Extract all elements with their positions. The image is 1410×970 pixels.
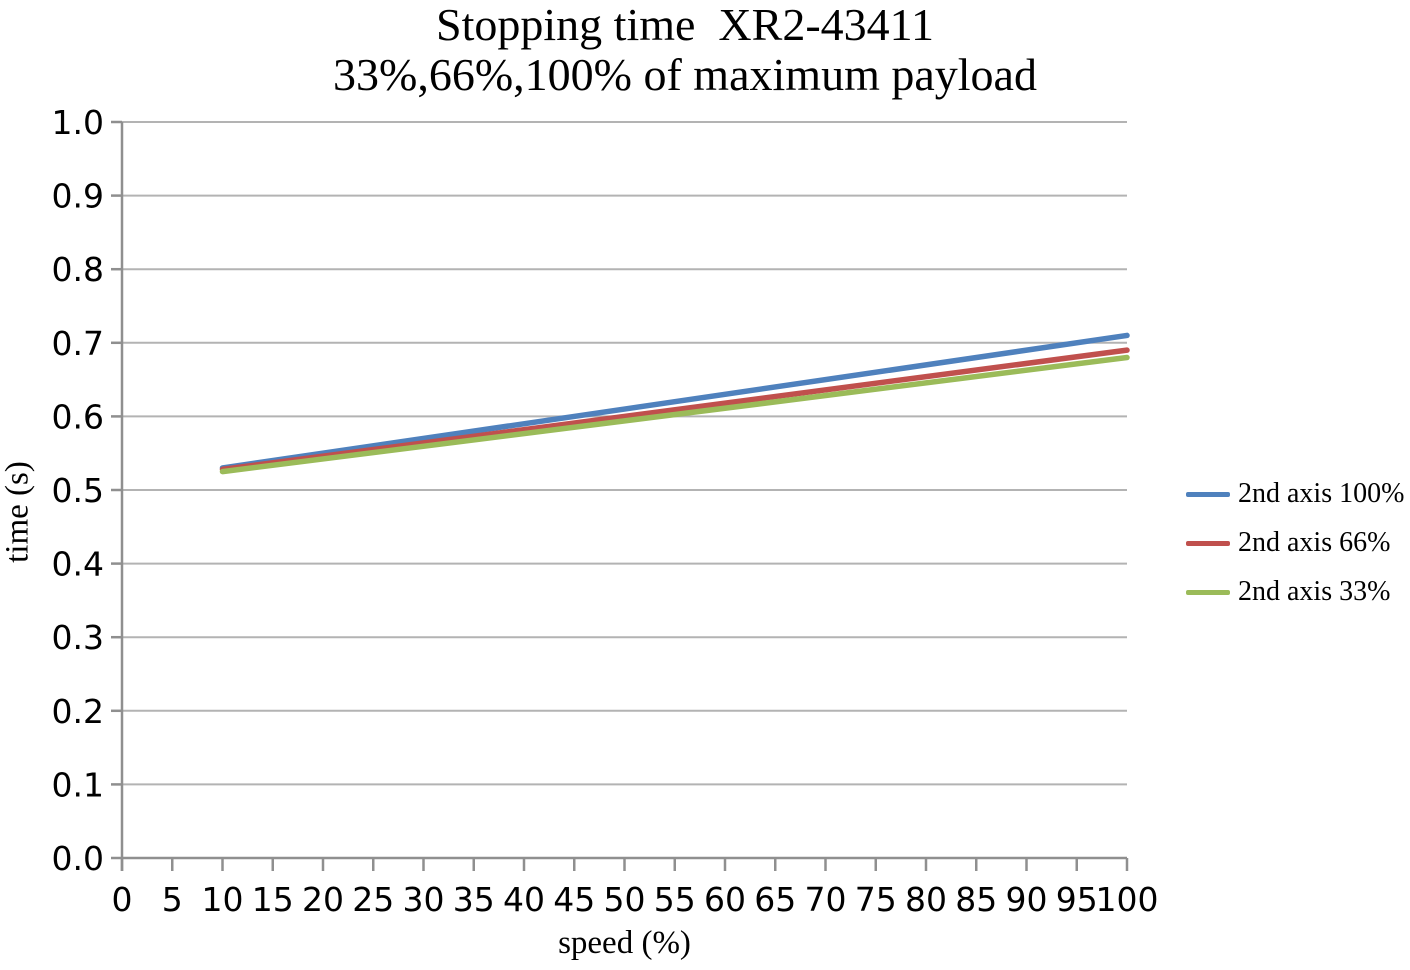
legend-swatch-100-icon <box>1186 491 1230 497</box>
svg-text:35: 35 <box>453 880 495 919</box>
legend-item-33: 2nd axis 33% <box>1186 576 1404 608</box>
svg-text:0.3: 0.3 <box>52 618 104 657</box>
svg-text:10: 10 <box>202 880 244 919</box>
svg-text:20: 20 <box>302 880 344 919</box>
svg-text:75: 75 <box>855 880 897 919</box>
svg-text:0.0: 0.0 <box>52 839 104 878</box>
legend-swatch-33-icon <box>1186 589 1230 595</box>
chart-subtitle: 33%,66%,100% of maximum payload <box>333 49 1037 100</box>
chart-title: Stopping time XR2-43411 <box>436 0 934 50</box>
svg-text:15: 15 <box>252 880 294 919</box>
svg-text:0.9: 0.9 <box>52 177 104 216</box>
legend-item-66: 2nd axis 66% <box>1186 527 1404 559</box>
legend-label-33: 2nd axis 33% <box>1238 576 1391 607</box>
svg-text:30: 30 <box>403 880 445 919</box>
svg-text:95: 95 <box>1056 880 1098 919</box>
svg-text:85: 85 <box>955 880 997 919</box>
svg-text:0.5: 0.5 <box>52 471 104 510</box>
svg-text:0.4: 0.4 <box>52 545 104 584</box>
y-axis-title: time (s) <box>0 461 36 563</box>
legend-label-100: 2nd axis 100% <box>1238 478 1405 509</box>
svg-text:25: 25 <box>352 880 394 919</box>
svg-text:65: 65 <box>754 880 796 919</box>
svg-text:80: 80 <box>905 880 947 919</box>
x-axis-title: speed (%) <box>558 925 691 961</box>
svg-text:60: 60 <box>704 880 746 919</box>
svg-text:0.1: 0.1 <box>52 765 104 804</box>
svg-text:5: 5 <box>162 880 183 919</box>
legend: 2nd axis 100% 2nd axis 66% 2nd axis 33% <box>1186 478 1404 608</box>
chart-title-block: Stopping time XR2-43411 33%,66%,100% of … <box>0 0 1370 100</box>
svg-text:1.0: 1.0 <box>52 103 104 142</box>
legend-item-100: 2nd axis 100% <box>1186 478 1404 510</box>
svg-text:100: 100 <box>1096 880 1159 919</box>
svg-text:55: 55 <box>654 880 696 919</box>
svg-text:45: 45 <box>553 880 595 919</box>
legend-swatch-66-icon <box>1186 540 1230 546</box>
svg-text:0.8: 0.8 <box>52 250 104 289</box>
svg-text:70: 70 <box>805 880 847 919</box>
svg-text:0.6: 0.6 <box>52 397 104 436</box>
svg-text:0.2: 0.2 <box>52 692 104 731</box>
svg-text:90: 90 <box>1006 880 1048 919</box>
svg-text:40: 40 <box>503 880 545 919</box>
svg-text:50: 50 <box>604 880 646 919</box>
legend-label-66: 2nd axis 66% <box>1238 527 1391 558</box>
svg-text:0.7: 0.7 <box>52 324 104 363</box>
svg-text:0: 0 <box>112 880 133 919</box>
